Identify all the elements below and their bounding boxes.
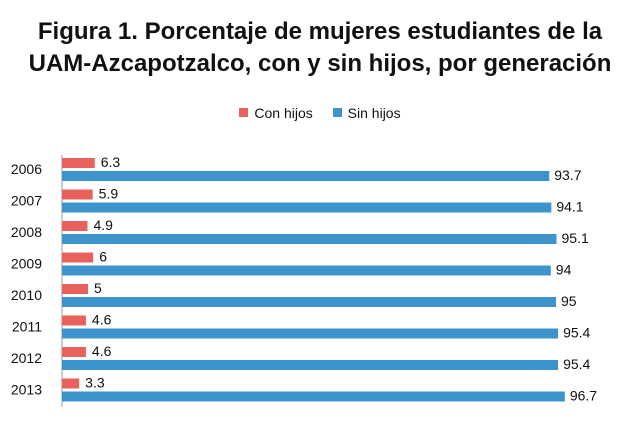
chart-title-line-1: Figura 1. Porcentaje de mujeres estudian… [37,18,603,45]
bar-con-hijos [62,158,95,168]
chart-title: Figura 1. Porcentaje de mujeres estudian… [0,16,640,80]
data-label-con-hijos: 4.6 [92,343,112,359]
legend: Con hijos Sin hijos [0,104,640,121]
data-label-sin-hijos: 94 [556,262,572,278]
legend-label-sin-hijos: Sin hijos [347,104,401,121]
data-label-con-hijos: 6.3 [101,154,121,170]
data-label-con-hijos: 5.9 [99,186,119,202]
data-label-con-hijos: 5 [94,280,102,296]
legend-item-con-hijos: Con hijos [239,104,313,121]
data-label-sin-hijos: 94.1 [556,199,583,215]
bar-sin-hijos [62,265,551,276]
bar-con-hijos [62,189,93,200]
category-label: 2010 [11,287,42,303]
bar-sin-hijos [62,297,556,307]
data-label-sin-hijos: 93.7 [554,167,581,183]
category-label: 2011 [12,319,42,335]
data-label-con-hijos: 6 [99,249,107,265]
category-label: 2006 [11,161,42,177]
data-label-con-hijos: 4.6 [92,312,112,328]
legend-item-sin-hijos: Sin hijos [332,104,401,121]
data-label-sin-hijos: 95.4 [563,356,590,372]
bar-sin-hijos [62,234,557,244]
data-label-sin-hijos: 95.1 [562,230,589,246]
bar-con-hijos [62,378,80,389]
bar-con-hijos [62,347,86,357]
data-label-sin-hijos: 95 [561,293,577,309]
bar-sin-hijos [62,171,550,181]
bar-sin-hijos [62,202,552,213]
data-label-con-hijos: 3.3 [85,375,105,391]
bar-con-hijos [62,221,88,231]
category-label: 2013 [11,382,42,398]
bar-sin-hijos [62,391,565,402]
data-label-sin-hijos: 95.4 [563,325,590,341]
legend-swatch-con-hijos [239,108,249,117]
data-label-con-hijos: 4.9 [93,217,113,233]
legend-swatch-sin-hijos [332,108,342,117]
bar-con-hijos [62,315,86,326]
bar-sin-hijos [62,360,559,370]
bar-con-hijos [62,252,94,263]
legend-label-con-hijos: Con hijos [254,104,313,121]
data-label-sin-hijos: 96.7 [570,388,597,404]
bar-con-hijos [62,284,88,294]
category-label: 2009 [11,256,42,272]
category-label: 2012 [11,350,42,366]
bar-sin-hijos [62,328,559,339]
category-label: 2007 [11,193,42,209]
category-label: 2008 [11,224,42,240]
chart-title-line-2: UAM-Azcapotzalco, con y sin hijos, por g… [28,50,612,77]
